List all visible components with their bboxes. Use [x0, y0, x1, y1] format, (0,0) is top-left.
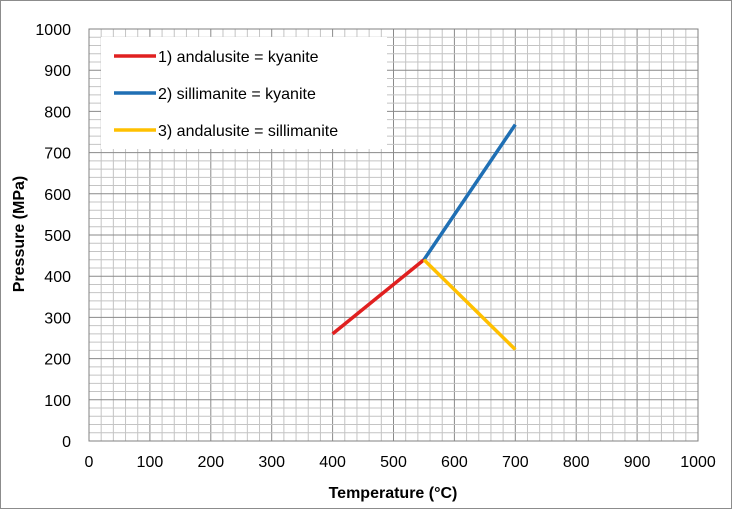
series-line-3	[422, 258, 517, 351]
series-line-2	[422, 123, 517, 261]
x-tick-label: 700	[502, 454, 529, 471]
x-tick-label: 1000	[680, 454, 716, 471]
y-axis-title: Pressure (MPa)	[11, 176, 28, 293]
x-tick-label: 800	[563, 454, 590, 471]
y-tick-label: 600	[44, 187, 71, 204]
y-tick-label: 0	[62, 434, 71, 451]
series-line-1	[331, 258, 426, 336]
y-tick-label: 700	[44, 146, 71, 163]
y-tick-label: 300	[44, 310, 71, 327]
y-tick-label: 500	[44, 228, 71, 245]
x-tick-label: 0	[85, 454, 94, 471]
x-tick-label: 400	[319, 454, 346, 471]
x-tick-label: 100	[137, 454, 164, 471]
legend-label-3: 3) andalusite = sillimanite	[158, 123, 338, 140]
x-axis-title: Temperature (°C)	[329, 485, 458, 502]
y-tick-label: 200	[44, 352, 71, 369]
y-tick-label: 900	[44, 63, 71, 80]
y-tick-label: 100	[44, 393, 71, 410]
y-axis-ticks: 0 100 200 300 400 500 600 700 800 900 1000	[35, 22, 71, 451]
series-lines	[331, 123, 517, 351]
legend-label-2: 2) sillimanite = kyanite	[158, 86, 316, 103]
x-tick-label: 500	[380, 454, 407, 471]
x-tick-label: 300	[258, 454, 285, 471]
y-tick-label: 800	[44, 104, 71, 121]
y-tick-label: 1000	[35, 22, 71, 39]
x-tick-label: 900	[624, 454, 651, 471]
x-tick-label: 200	[197, 454, 224, 471]
legend-items: 1) andalusite = kyanite 2) sillimanite = …	[114, 49, 338, 140]
x-tick-label: 600	[441, 454, 468, 471]
legend: 1) andalusite = kyanite 2) sillimanite = …	[101, 37, 387, 149]
legend-label-1: 1) andalusite = kyanite	[158, 49, 319, 66]
x-axis-ticks: 0 100 200 300 400 500 600 700 800 900 1000	[85, 454, 716, 471]
y-tick-label: 400	[44, 269, 71, 286]
plot-area	[88, 28, 699, 442]
